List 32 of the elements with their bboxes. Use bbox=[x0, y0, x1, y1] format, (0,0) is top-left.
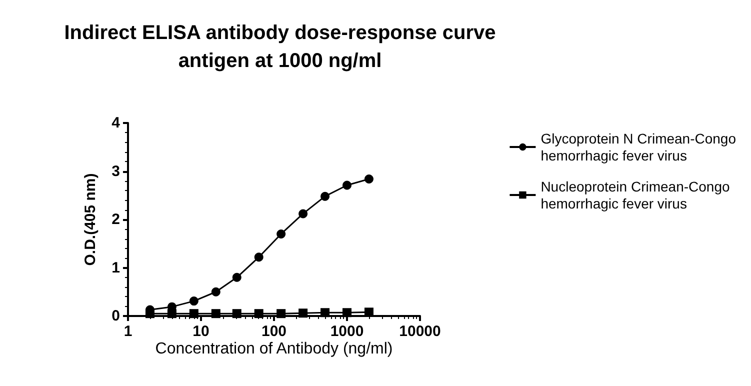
point bbox=[320, 308, 330, 318]
point bbox=[211, 309, 220, 318]
point bbox=[276, 229, 286, 238]
point bbox=[232, 272, 242, 282]
y-tick-label: 0 bbox=[112, 308, 120, 324]
point bbox=[211, 287, 220, 296]
x-tick-label: 1 bbox=[124, 323, 132, 340]
point bbox=[342, 308, 352, 318]
point bbox=[342, 180, 352, 190]
legend-label: Nucleoprotein Crimean-Congo hemorrhagic fever virus bbox=[540, 178, 730, 212]
x-tick-label: 100 bbox=[261, 323, 287, 340]
y-tick-label: 3 bbox=[112, 162, 120, 180]
point bbox=[254, 252, 264, 262]
legend-label: Glycoprotein N Crimean-Congo hemorrhagic fever virus bbox=[540, 130, 736, 164]
x-tick-label: 10000 bbox=[399, 323, 441, 340]
point bbox=[232, 309, 242, 318]
point bbox=[320, 192, 330, 201]
point bbox=[298, 308, 308, 318]
chart-title: Indirect ELISA antibody dose-response curve antigen at 1000 ng/ml bbox=[64, 22, 496, 72]
point bbox=[189, 296, 198, 306]
y-tick-label: 1 bbox=[112, 259, 120, 276]
point bbox=[298, 209, 308, 218]
x-tick-label: 10 bbox=[192, 323, 210, 340]
x-axis-title: Concentration of Antibody (ng/ml) bbox=[155, 340, 393, 358]
point bbox=[254, 309, 264, 318]
y-tick-label: 4 bbox=[112, 114, 121, 132]
y-tick-label: 2 bbox=[112, 211, 120, 228]
point bbox=[189, 309, 198, 318]
y-axis-title: O.D.(405 nm) bbox=[82, 173, 99, 266]
point bbox=[364, 174, 374, 184]
x-tick-label: 1000 bbox=[330, 323, 364, 340]
point bbox=[276, 309, 286, 318]
